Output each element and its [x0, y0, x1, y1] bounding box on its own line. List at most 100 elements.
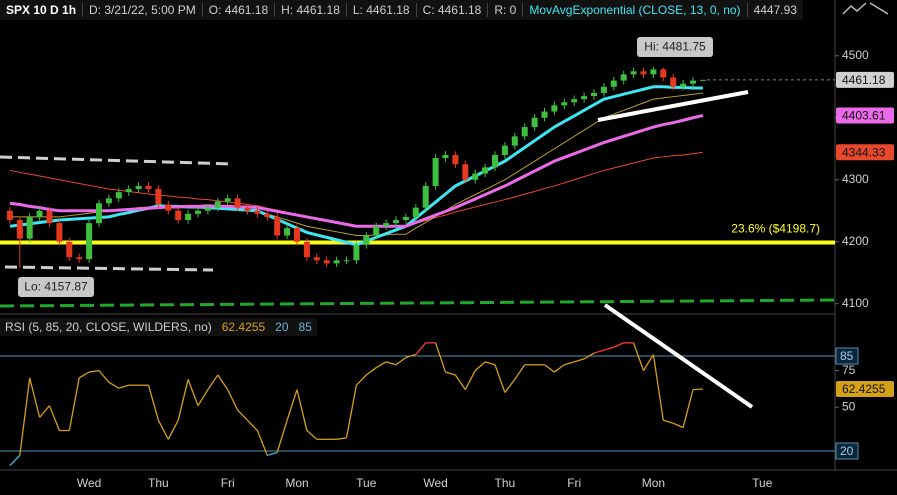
rsi-line	[672, 422, 684, 429]
fib-label: 23.6% ($4198.7)	[731, 222, 820, 236]
x-tick-label: Fri	[567, 476, 581, 490]
rsi-line	[98, 370, 110, 383]
rsi-line	[564, 361, 575, 366]
rsi-line	[663, 419, 674, 424]
candle-body	[452, 154, 459, 165]
x-tick-label: Tue	[752, 476, 773, 490]
candle-body	[472, 173, 479, 180]
rsi-line	[207, 374, 219, 390]
lo-label: Lo: 4157.87	[24, 280, 88, 294]
drawing-line	[0, 155, 234, 166]
candle-body	[333, 260, 340, 264]
rsi-line	[365, 367, 377, 376]
badge-label: 4344.33	[842, 145, 886, 159]
y-tick-label: 50	[842, 399, 856, 413]
candle-body	[511, 136, 518, 146]
study-name: MovAvgExponential (CLOSE, 13, 0, no)	[522, 3, 746, 17]
candle-body	[600, 86, 607, 93]
candle-body	[105, 198, 112, 204]
marks: Wed Thu Fri Mon Tue Wed Thu Fri Mon Tue 4100 4200 43…	[0, 48, 894, 490]
rsi-line	[108, 381, 120, 389]
candle-body	[224, 198, 231, 202]
level-badge	[835, 442, 859, 460]
rsi-line	[39, 405, 50, 418]
candle-body	[66, 241, 73, 258]
rsi-line	[652, 354, 664, 421]
rsi-line	[237, 409, 248, 421]
candle-body	[86, 223, 93, 260]
candle-body	[155, 189, 162, 205]
toolbar-icon[interactable]	[838, 0, 896, 18]
candle-body	[412, 207, 419, 217]
icon-bg	[838, 0, 896, 18]
candle-body	[571, 99, 578, 103]
rsi-line	[692, 388, 703, 391]
rsi-line	[682, 389, 694, 428]
rsi-line	[48, 405, 61, 431]
price-badge	[836, 107, 894, 124]
candle-body	[541, 111, 548, 118]
rsi-line	[494, 364, 506, 393]
candle-body	[551, 105, 558, 112]
study-value: 4447.93	[746, 3, 803, 17]
candle-body	[373, 226, 380, 236]
y-tick-label: 75	[842, 363, 856, 377]
price-badge	[836, 380, 894, 397]
candle-body	[492, 154, 498, 168]
candle-body	[680, 83, 687, 87]
x-tick-label: Tue	[356, 476, 377, 490]
header-item: R: 0	[487, 3, 522, 17]
y-tick-label: 4500	[842, 48, 869, 62]
price-badge	[836, 71, 894, 88]
rsi-line	[118, 384, 129, 389]
moving-average	[9, 114, 704, 228]
candle-body	[650, 69, 657, 75]
candle-body	[422, 185, 429, 208]
candle-body	[234, 198, 241, 208]
candle-body	[165, 204, 172, 211]
rsi-line	[632, 342, 645, 371]
x-tick-label: Wed	[77, 476, 101, 490]
candle-body	[195, 210, 201, 214]
icon	[842, 2, 889, 15]
x-tick-label: Wed	[423, 476, 447, 490]
trendline	[603, 303, 754, 409]
rsi-line	[574, 358, 585, 363]
rsi-line	[89, 369, 100, 373]
candle-body	[591, 92, 597, 97]
candle-body	[244, 207, 251, 211]
rsi-line	[227, 389, 239, 411]
rsi-line	[68, 377, 80, 431]
candle-body	[323, 260, 330, 264]
x-tick-label: Thu	[148, 476, 169, 490]
candle-body	[363, 235, 370, 245]
rsi-line	[514, 364, 526, 380]
candle-body	[274, 216, 281, 236]
rsi-line	[29, 377, 41, 418]
rsi-line	[256, 430, 268, 456]
candle-body	[353, 244, 360, 261]
rsi-line	[296, 389, 308, 431]
candle-body	[185, 213, 192, 221]
y-tick-label: 4200	[842, 234, 869, 248]
candle-body	[531, 117, 538, 128]
rsi-line	[395, 356, 407, 366]
candle-body	[521, 127, 528, 137]
candle-body	[96, 203, 102, 224]
candle-body	[264, 213, 271, 217]
header-item: H: 4461.18	[274, 3, 346, 17]
rsi-header: RSI (5, 85, 20, CLOSE, WILDERS, no) 62.4…	[0, 318, 317, 336]
hi-box	[637, 37, 713, 57]
rsi-line	[267, 451, 278, 457]
rsi-line	[147, 385, 160, 421]
x-tick-label: Mon	[642, 476, 665, 490]
header-item: D: 3/21/22, 5:00 PM	[82, 3, 202, 17]
candle-body	[640, 71, 647, 75]
rsi-line	[484, 361, 496, 366]
symbol[interactable]: SPX 10 D 1h	[6, 3, 77, 17]
header-item: L: 4461.18	[345, 3, 416, 17]
candle-body	[610, 80, 617, 87]
